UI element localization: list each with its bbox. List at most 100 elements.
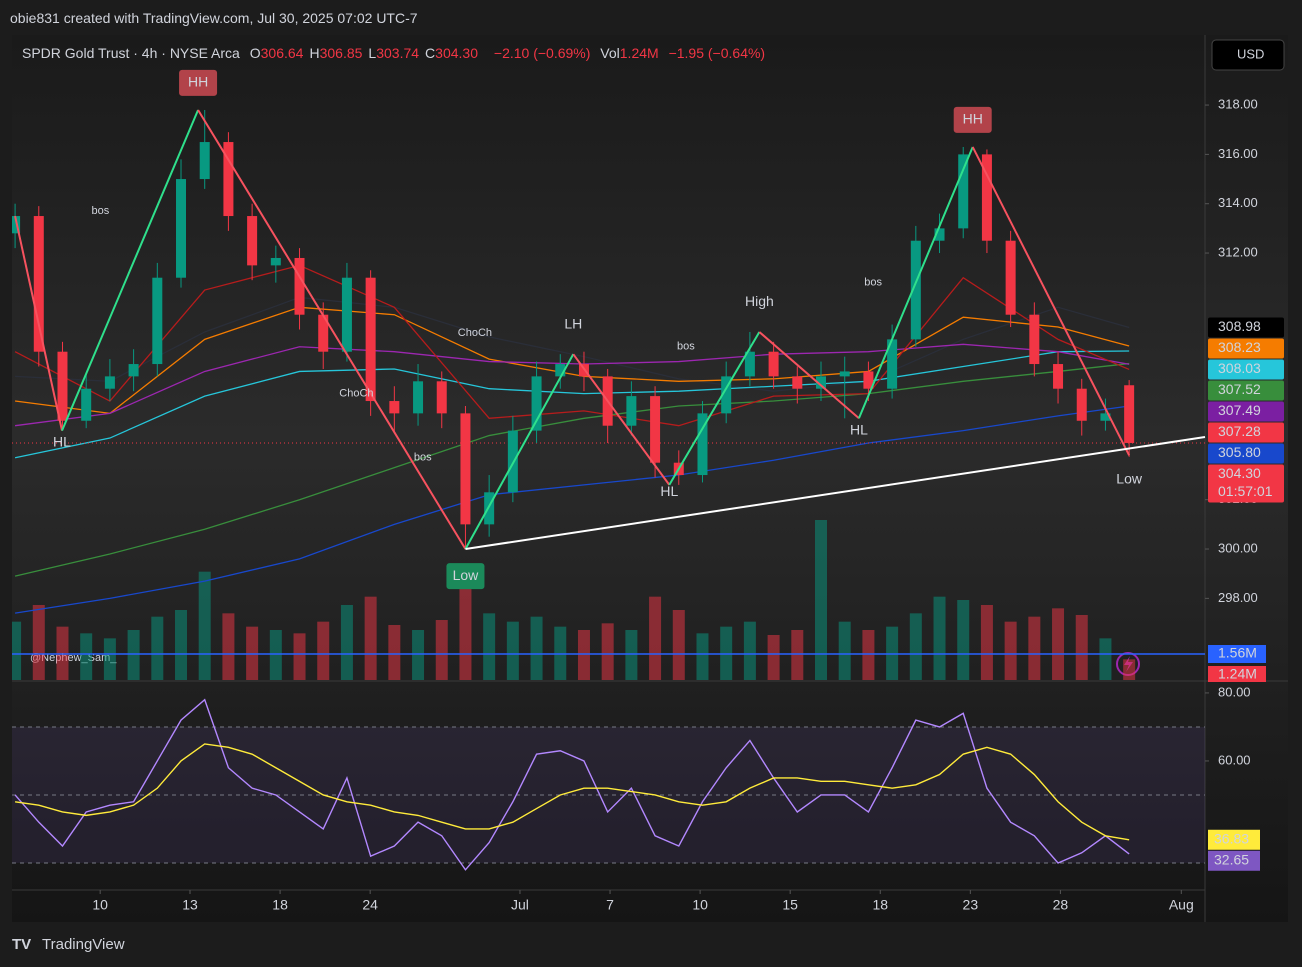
volume-bar [103, 638, 116, 680]
volume-bar [601, 623, 614, 680]
price-tag [1208, 317, 1284, 338]
candle-body [247, 216, 258, 266]
volume-bar [12, 621, 22, 680]
candle-body [152, 277, 163, 365]
x-tick-label: Jul [511, 897, 529, 913]
volume-bar [340, 605, 353, 680]
zigzag-segment [758, 331, 860, 420]
volume-bar [1028, 616, 1041, 680]
candle-body [460, 413, 471, 525]
volume-ma-label: 1.56M [1218, 645, 1257, 661]
zigzag-segment [858, 146, 974, 419]
annotation: Low [1116, 471, 1143, 487]
l-label: L [368, 45, 377, 61]
annotation: LH [564, 315, 582, 331]
volume-bar [649, 596, 662, 680]
credit: obie831 created with TradingView.com, Ju… [10, 10, 418, 26]
price-tag-label: 307.49 [1218, 402, 1261, 418]
volume-bar [151, 616, 164, 680]
volume-bar [577, 630, 590, 680]
volume-bar [815, 520, 828, 680]
candle-body [33, 216, 44, 352]
price-tag-label: 308.98 [1218, 318, 1261, 334]
volume-bar [862, 630, 875, 680]
rsi-tick-label: 60.00 [1218, 752, 1251, 767]
x-tick-label: 18 [872, 897, 888, 913]
volume-bar [364, 596, 377, 680]
candle-body [531, 376, 542, 431]
y-tick-label: 318.00 [1218, 96, 1258, 111]
annotation: ChoCh [339, 388, 373, 400]
c-value: 304.30 [435, 45, 478, 61]
candle-body [887, 339, 898, 389]
price-tag [1208, 380, 1284, 401]
rsi-tag-label: 32.65 [1214, 851, 1249, 867]
annotation-badge [446, 563, 485, 590]
price-tag [1208, 443, 1284, 464]
candle-body [436, 381, 447, 414]
rsi-line [14, 743, 1130, 841]
volume-bar [909, 613, 922, 680]
o-label: O [249, 45, 261, 61]
rsi-tag-label: 36.83 [1214, 830, 1249, 846]
annotation: HL [53, 434, 71, 450]
candle-body [223, 142, 234, 217]
brand: TradingView [42, 936, 125, 953]
volume-bar [459, 580, 472, 680]
zigzag-segment [971, 146, 1131, 456]
c-label: C [425, 45, 436, 61]
brand-logo: ⁠TV [12, 936, 31, 953]
candle-body [1053, 364, 1064, 389]
volume-bar [483, 613, 496, 680]
candle-body [294, 257, 305, 315]
volume-bar [1004, 621, 1017, 680]
volume-bar [933, 596, 946, 680]
candle-body [1076, 388, 1087, 421]
annotation: ChoCh [458, 327, 492, 339]
candle-body [270, 257, 281, 266]
candle-body [816, 376, 827, 389]
volume-bar [435, 620, 448, 680]
currency-button[interactable] [1211, 39, 1285, 71]
volume-last-tag [1208, 666, 1266, 682]
candle-body [839, 371, 850, 377]
candle-body [1005, 240, 1016, 315]
h-label: H [309, 45, 320, 61]
volume-bar [1075, 615, 1088, 680]
candle-body [910, 240, 921, 340]
volume-bar [80, 633, 93, 680]
candle-body [199, 142, 210, 180]
volume-bar [1099, 638, 1112, 680]
candle-body [555, 364, 566, 377]
zigzag-segment [61, 109, 199, 432]
candle-body [721, 376, 732, 414]
main-pane: HH HL Low LH HL High HL HH Low bos ChoCh ChoCh bos bo… [12, 69, 1205, 680]
volume-bar [506, 621, 519, 680]
x-tick-label: 13 [182, 897, 198, 913]
price-tag [1208, 338, 1284, 359]
annotation: bos [864, 277, 882, 289]
annotation: HH [963, 111, 983, 127]
zigzag-segment [464, 353, 575, 550]
volume-bar [696, 633, 709, 680]
y-tick-label: 314.00 [1218, 195, 1258, 210]
l-value: 303.74 [376, 45, 420, 61]
volume-bar [980, 605, 993, 680]
volume-bar [412, 630, 425, 680]
x-tick-label: 18 [272, 897, 288, 913]
volume-bar [175, 610, 188, 680]
candle-body [341, 277, 352, 352]
annotation: High [745, 293, 774, 309]
annotation: HL [660, 483, 678, 499]
price-tag-label: 308.03 [1218, 360, 1261, 376]
price-tag [1208, 464, 1284, 503]
annotation: HH [188, 74, 208, 90]
zigzag-segment [572, 353, 671, 486]
rsi-pane [12, 698, 1205, 871]
candle-body [104, 376, 115, 389]
x-tick-label: 15 [782, 897, 798, 913]
volume-bar [222, 613, 235, 680]
x-tick-label: 24 [362, 897, 378, 913]
moving-average [14, 405, 1130, 614]
